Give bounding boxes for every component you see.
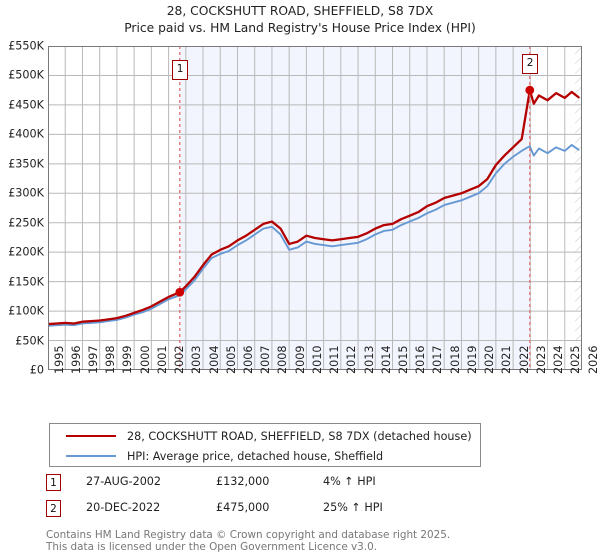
x-axis-tick: 2022 <box>517 345 531 374</box>
x-axis-tick: 2016 <box>414 345 428 374</box>
y-axis-tick: £250K <box>8 216 44 230</box>
chart-legend: 28, COCKSHUTT ROAD, SHEFFIELD, S8 7DX (d… <box>49 423 481 467</box>
legend-swatch-price-paid <box>66 435 116 437</box>
y-axis-tick: £200K <box>8 245 44 259</box>
sale-event-points <box>175 85 535 297</box>
sale-date: 20-DEC-2022 <box>86 501 161 514</box>
sale-marker-label-1: 1 <box>171 60 189 80</box>
x-axis-tick: 2007 <box>259 345 273 374</box>
sale-date: 27-AUG-2002 <box>86 475 162 488</box>
x-axis-tick: 2020 <box>483 345 497 374</box>
x-axis-tick: 2006 <box>241 345 255 374</box>
y-axis-tick: £50K <box>15 334 44 348</box>
x-axis-tick: 2019 <box>465 345 479 374</box>
sale-marker-label-2: 2 <box>521 54 539 74</box>
x-axis-tick: 1998 <box>104 345 118 374</box>
x-axis-tick: 2014 <box>379 345 393 374</box>
attribution-footer: Contains HM Land Registry data © Crown c… <box>46 529 586 553</box>
legend-item-price-paid: 28, COCKSHUTT ROAD, SHEFFIELD, S8 7DX (d… <box>50 425 480 447</box>
x-axis-tick: 1996 <box>69 345 83 374</box>
footer-line-2: This data is licensed under the Open Gov… <box>46 540 378 553</box>
chart-plot-area: £0 £50K £100K £150K £200K £250K £300K £350K £400… <box>8 40 599 377</box>
legend-item-hpi: HPI: Average price, detached house, Shef… <box>50 445 480 467</box>
x-axis-tick: 2010 <box>310 345 324 374</box>
axis-frame <box>48 46 582 370</box>
table-row: 1 27-AUG-2002 £132,000 4% ↑ HPI <box>46 474 566 500</box>
price-history-line-chart <box>48 46 582 370</box>
sale-price: £132,000 <box>216 475 270 488</box>
sale-hpi-delta: 4% ↑ HPI <box>323 475 376 488</box>
x-axis-tick: 2011 <box>328 345 342 374</box>
x-axis-tick: 2002 <box>173 345 187 374</box>
shaded-ownership-span <box>179 46 530 370</box>
x-axis-tick: 2003 <box>190 345 204 374</box>
x-axis-tick: 2001 <box>155 345 169 374</box>
legend-swatch-hpi <box>66 455 116 457</box>
sale-index-badge: 2 <box>46 500 61 517</box>
x-axis-tick: 2012 <box>345 345 359 374</box>
x-axis-tick: 2026 <box>586 345 600 374</box>
x-axis-tick: 1995 <box>52 345 66 374</box>
x-axis-tick: 2000 <box>138 345 152 374</box>
sale-price: £475,000 <box>216 501 270 514</box>
sales-table: 1 27-AUG-2002 £132,000 4% ↑ HPI 2 20-DEC… <box>46 474 566 526</box>
x-axis-tick: 2013 <box>362 345 376 374</box>
title-line-1: 28, COCKSHUTT ROAD, SHEFFIELD, S8 7DX <box>166 4 434 18</box>
x-axis-tick: 2024 <box>552 345 566 374</box>
x-axis-tick: 2021 <box>500 345 514 374</box>
y-axis-tick: £400K <box>8 127 44 141</box>
legend-label-price-paid: 28, COCKSHUTT ROAD, SHEFFIELD, S8 7DX (d… <box>127 429 472 443</box>
y-axis-tick: £500K <box>8 68 44 82</box>
series-lines <box>48 89 580 327</box>
x-axis-tick: 2015 <box>397 345 411 374</box>
x-axis-tick: 2008 <box>276 345 290 374</box>
y-axis-tick: £150K <box>8 275 44 289</box>
y-axis-tick: £100K <box>8 304 44 318</box>
x-axis-tick: 2023 <box>534 345 548 374</box>
x-axis-tick: 1999 <box>121 345 135 374</box>
x-axis-tick: 2018 <box>448 345 462 374</box>
title-line-2: Price paid vs. HM Land Registry's House … <box>124 21 476 35</box>
x-axis-tick: 1997 <box>86 345 100 374</box>
table-row: 2 20-DEC-2022 £475,000 25% ↑ HPI <box>46 500 566 526</box>
sale-index-badge: 1 <box>46 474 61 491</box>
x-axis-tick: 2017 <box>431 345 445 374</box>
page-title: 28, COCKSHUTT ROAD, SHEFFIELD, S8 7DX Pr… <box>0 3 600 37</box>
y-axis-tick: £0 <box>29 363 44 377</box>
legend-label-hpi: HPI: Average price, detached house, Shef… <box>127 449 384 463</box>
y-axis-tick: £350K <box>8 157 44 171</box>
y-axis-tick: £450K <box>8 98 44 112</box>
y-axis-tick: £300K <box>8 186 44 200</box>
x-axis-tick: 2005 <box>224 345 238 374</box>
x-axis-tick: 2009 <box>293 345 307 374</box>
footer-line-1: Contains HM Land Registry data © Crown c… <box>46 529 451 541</box>
y-axis-tick: £550K <box>8 39 44 53</box>
forecast-hatch-region <box>575 46 582 370</box>
sale-hpi-delta: 25% ↑ HPI <box>323 501 383 514</box>
sale-event-markers-lines <box>179 46 531 370</box>
x-axis-tick: 2025 <box>569 345 583 374</box>
x-axis-tick: 2004 <box>207 345 221 374</box>
